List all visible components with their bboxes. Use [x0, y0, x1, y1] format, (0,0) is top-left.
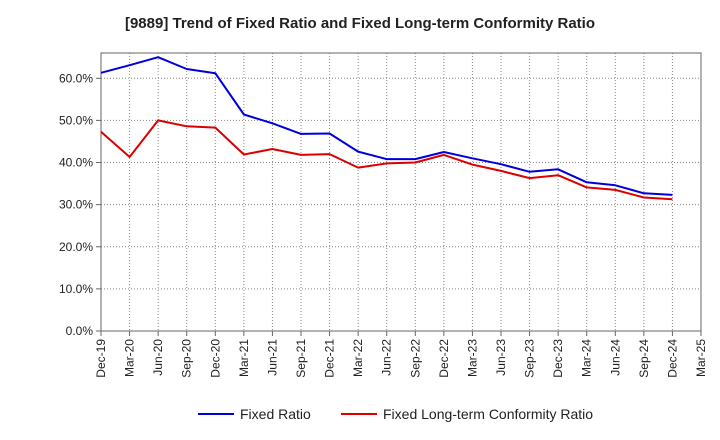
y-tick-label: 20.0%	[59, 240, 93, 254]
chart-title: [9889] Trend of Fixed Ratio and Fixed Lo…	[124, 15, 596, 32]
x-tick-label: Dec-23	[551, 339, 565, 378]
x-tick-label: Dec-24	[665, 339, 679, 378]
y-tick-label: 0.0%	[66, 324, 94, 338]
axis-layer: 0.0% 10.0% 20.0% 30.0% 40.0% 50.0% 60.0% Dec-19…	[59, 52, 708, 378]
y-tick-label: 10.0%	[59, 282, 93, 296]
x-tick-label: Dec-20	[208, 339, 222, 378]
x-tick-label: Sep-23	[523, 339, 537, 378]
legend-label-1: Fixed Ratio	[240, 406, 311, 422]
x-tick-label: Jun-22	[380, 339, 394, 376]
x-tick-label: Dec-22	[437, 339, 451, 378]
legend: Fixed Ratio Fixed Long-term Conformity Ra…	[198, 406, 593, 422]
series-line-1	[100, 56, 673, 196]
x-tick-label: Sep-22	[408, 339, 422, 378]
y-tick-label: 60.0%	[59, 71, 93, 85]
y-tick-label: 50.0%	[59, 113, 93, 127]
x-tick-label: Jun-21	[265, 339, 279, 376]
x-tick-label: Mar-23	[465, 339, 479, 377]
x-tick-label: Jun-24	[608, 339, 622, 376]
x-tick-label: Sep-21	[294, 339, 308, 378]
x-tick-label: Sep-20	[180, 339, 194, 378]
x-tick-label: Mar-24	[580, 339, 594, 377]
x-tick-label: Mar-25	[694, 339, 708, 377]
y-tick-label: 30.0%	[59, 198, 93, 212]
series-line-2	[100, 119, 673, 201]
x-tick-label: Mar-20	[123, 339, 137, 377]
y-tick-label: 40.0%	[59, 156, 93, 170]
x-tick-label: Jun-23	[494, 339, 508, 376]
x-tick-label: Dec-21	[323, 339, 337, 378]
x-tick-label: Mar-22	[351, 339, 365, 377]
x-tick-label: Dec-19	[94, 339, 108, 378]
grid-layer	[101, 53, 701, 331]
x-tick-label: Sep-24	[637, 339, 651, 378]
series-layer	[100, 56, 673, 201]
x-tick-label: Jun-20	[151, 339, 165, 376]
legend-label-2: Fixed Long-term Conformity Ratio	[383, 406, 593, 422]
plot-frame	[100, 52, 702, 332]
x-tick-label: Mar-21	[237, 339, 251, 377]
